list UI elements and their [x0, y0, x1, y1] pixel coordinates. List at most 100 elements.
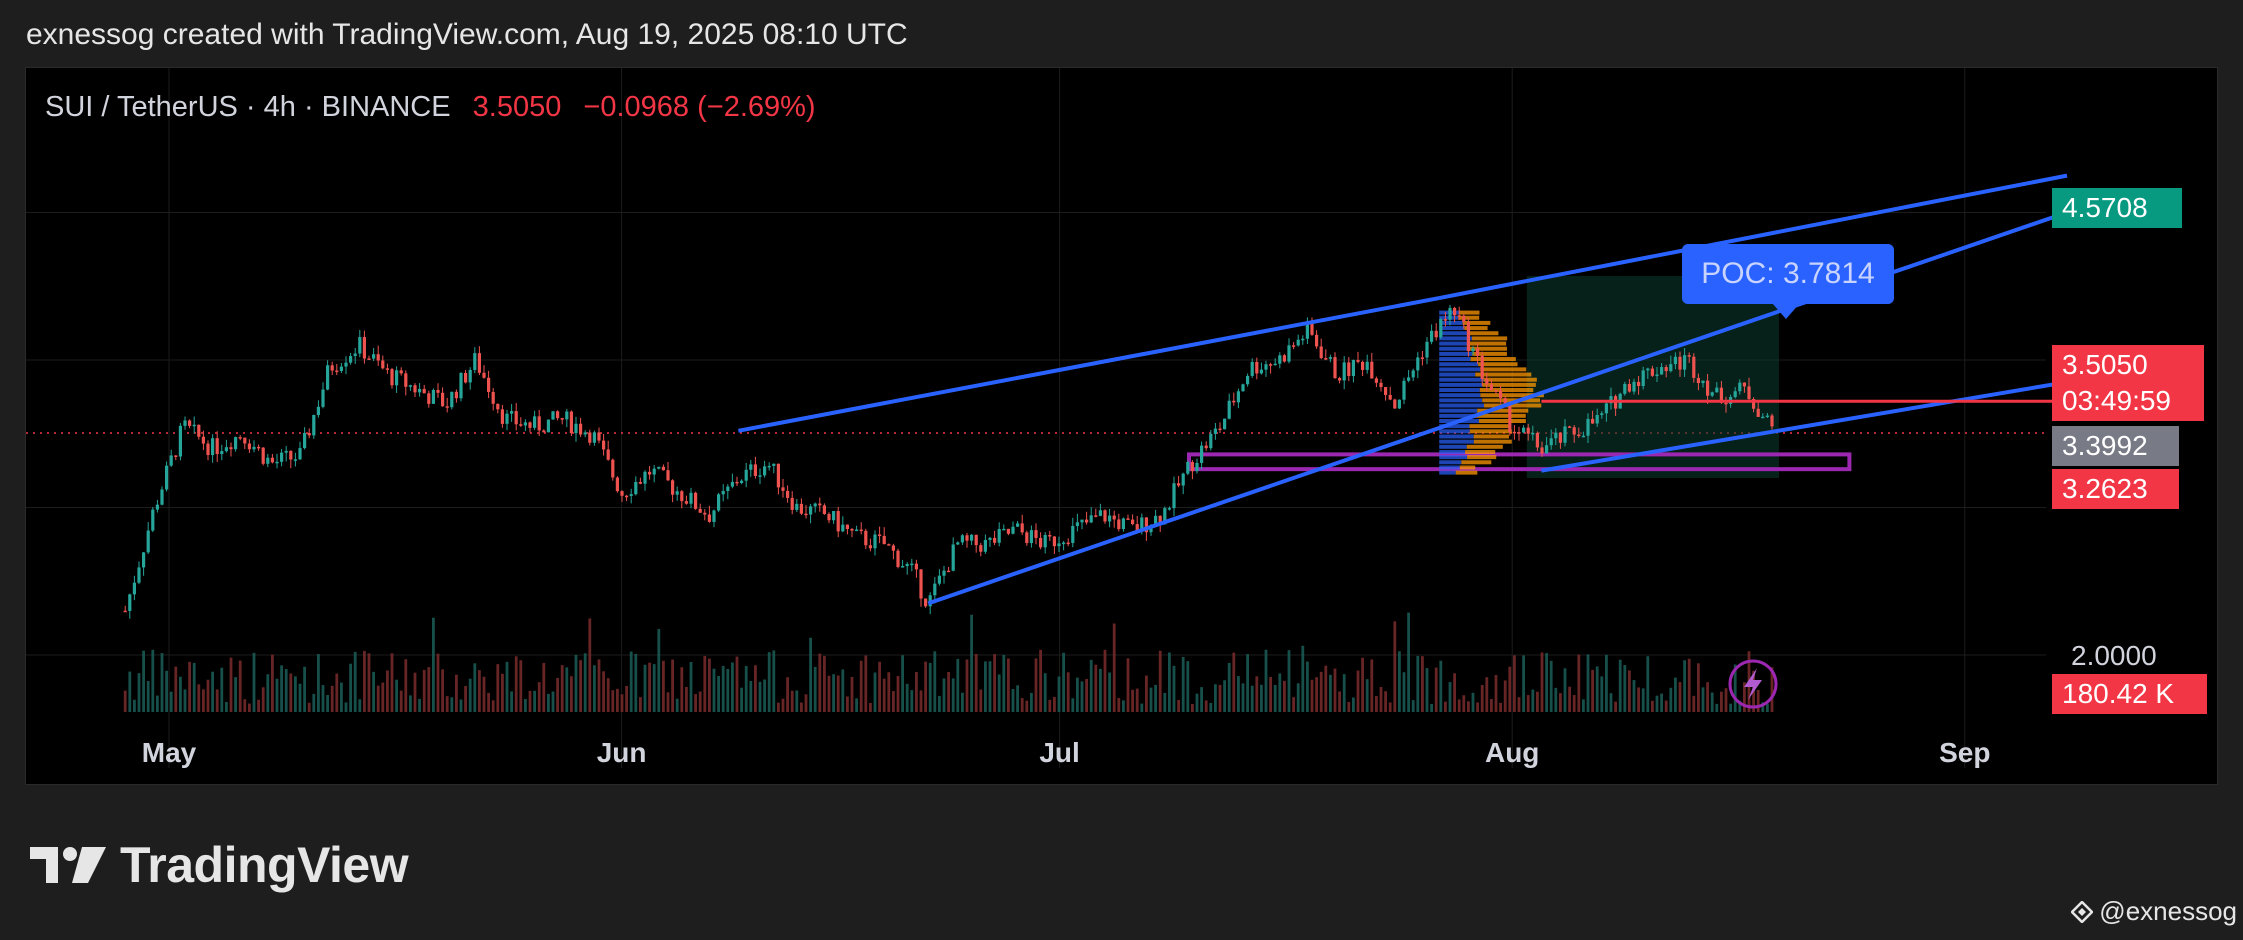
candle-body — [666, 470, 670, 481]
candle-body — [477, 353, 481, 373]
volume-bar — [974, 653, 978, 712]
candle-body — [643, 471, 647, 484]
profile-bar-up — [1439, 393, 1481, 398]
volume-bar — [901, 655, 904, 712]
candle-body — [634, 481, 638, 495]
volume-bar — [675, 698, 679, 712]
volume-bar — [1434, 667, 1438, 712]
candle-body — [1223, 418, 1227, 430]
candle-body — [390, 369, 394, 386]
volume-bar — [1591, 669, 1594, 712]
volume-bar — [1568, 686, 1571, 712]
candle-body — [740, 480, 744, 483]
candle-body — [542, 430, 546, 433]
lightning-icon[interactable] — [1728, 659, 1778, 709]
volume-bar — [188, 661, 191, 712]
volume-bar — [606, 678, 610, 712]
volume-bar — [123, 690, 127, 712]
volume-bar — [1697, 663, 1700, 712]
candle-body — [1273, 363, 1277, 366]
candle-body — [1066, 542, 1070, 545]
profile-bar-down — [1461, 460, 1492, 465]
candle-body — [1310, 321, 1314, 335]
volume-bar — [680, 667, 684, 712]
candle-body — [1526, 427, 1530, 434]
volume-bar — [496, 664, 500, 712]
volume-bar — [220, 667, 224, 712]
upper-trendline-left — [738, 296, 1440, 433]
candle-body — [169, 455, 173, 466]
volume-bar — [422, 669, 426, 712]
candle-body — [1572, 427, 1576, 435]
volume-bar — [376, 685, 380, 712]
trend-channel-drawings[interactable] — [738, 173, 2068, 606]
candle-body — [1236, 391, 1240, 403]
candle-body — [1508, 403, 1512, 432]
volume-bar — [128, 671, 132, 712]
candle-body — [1121, 518, 1125, 530]
profile-bar-up — [1439, 357, 1471, 362]
volume-bar — [850, 676, 854, 712]
profile-bar-down — [1480, 367, 1527, 372]
volume-bar — [1085, 678, 1088, 712]
volume-bar — [298, 683, 302, 712]
volume-bar — [1540, 652, 1544, 712]
volume-bar — [1715, 703, 1719, 712]
volume-bar — [873, 672, 877, 712]
volume-bar — [984, 661, 987, 712]
volume-bar — [1499, 702, 1502, 712]
volume-bar — [1720, 691, 1723, 712]
volume-bar — [1600, 676, 1604, 712]
candle-body — [201, 436, 205, 444]
volume-bar — [1425, 668, 1429, 712]
candle-body — [1407, 377, 1411, 381]
candle-body — [1480, 355, 1484, 380]
candle-body — [1503, 398, 1507, 404]
candle-body — [514, 411, 518, 425]
candle-body — [270, 457, 274, 463]
candle-body — [1287, 345, 1291, 362]
profile-bar-up — [1439, 434, 1474, 439]
volume-bar — [1577, 654, 1581, 712]
volume-bar — [1296, 683, 1300, 712]
volume-bar — [919, 690, 923, 712]
candle-body — [781, 487, 785, 491]
candle-body — [698, 508, 702, 513]
candle-body — [1696, 377, 1700, 384]
price-tick-label: 2.0000 — [2071, 640, 2157, 671]
candle-body — [735, 481, 739, 484]
candle-body — [1342, 362, 1346, 381]
poc-callout: POC: 3.7814 — [1682, 244, 1894, 304]
volume-bar — [993, 654, 996, 712]
target-price-label: 4.5708 — [2052, 188, 2182, 228]
candle-body — [1190, 462, 1194, 472]
volume-bar — [657, 628, 661, 712]
volume-bar — [1407, 612, 1410, 712]
volume-bar — [1020, 698, 1024, 712]
candle-body — [1264, 364, 1268, 370]
candle-body — [146, 530, 150, 553]
candle-body — [510, 411, 514, 414]
candle-body — [395, 370, 399, 386]
tradingview-logo[interactable]: TradingView — [30, 836, 409, 894]
candle-body — [1020, 523, 1024, 533]
candle-body — [1673, 356, 1677, 365]
volume-bar — [1586, 654, 1590, 712]
volume-bar — [271, 654, 274, 712]
profile-bar-down — [1472, 351, 1507, 356]
candle-body — [707, 514, 711, 522]
candle-body — [1770, 415, 1774, 427]
profile-bar-down — [1459, 310, 1480, 315]
candle-body — [1333, 357, 1337, 379]
volume-bar — [818, 653, 822, 712]
volume-bar — [1135, 688, 1139, 712]
volume-bar — [174, 666, 178, 712]
candle-body — [1025, 532, 1029, 544]
volume-bar — [708, 658, 711, 712]
volume-bar — [1278, 673, 1282, 712]
volume-bar — [1057, 676, 1061, 712]
candle-body — [730, 481, 734, 487]
candle-body — [1646, 368, 1650, 371]
